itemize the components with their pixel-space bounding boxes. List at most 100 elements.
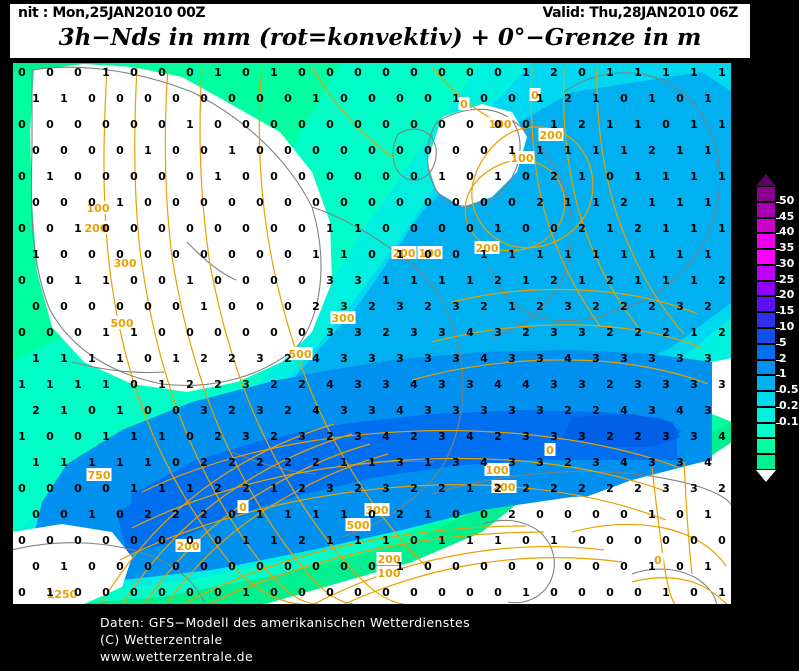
precip-value: 1 <box>60 404 68 417</box>
precip-value: 4 <box>326 378 334 391</box>
precip-value: 2 <box>634 222 642 235</box>
precip-value: 3 <box>578 430 586 443</box>
precip-value: 3 <box>242 378 250 391</box>
precip-value: 0 <box>382 66 390 79</box>
precip-value: 0 <box>214 222 222 235</box>
precip-value: 0 <box>32 144 40 157</box>
precip-value: 0 <box>242 118 250 131</box>
precip-value: 2 <box>256 456 264 469</box>
precip-value: 1 <box>564 144 572 157</box>
precip-value: 1 <box>606 222 614 235</box>
precip-value: 1 <box>634 66 642 79</box>
colorbar-segment <box>756 359 776 376</box>
contour-mid-2 <box>131 457 669 529</box>
precip-value: 0 <box>410 66 418 79</box>
precip-value: 2 <box>480 300 488 313</box>
precip-value: 2 <box>648 144 656 157</box>
precip-value: 1 <box>704 92 712 105</box>
precip-value: 3 <box>592 352 600 365</box>
precip-value: 0 <box>102 482 110 495</box>
precip-value: 1 <box>592 248 600 261</box>
precip-value: 3 <box>326 482 334 495</box>
precip-value: 3 <box>354 430 362 443</box>
colorbar-label: 15 <box>779 304 795 318</box>
precip-value: 1 <box>494 534 502 547</box>
contour-label: 100 <box>87 202 110 215</box>
precip-value: 0 <box>228 560 236 573</box>
precip-value: 2 <box>508 508 516 521</box>
precip-value: 1 <box>116 352 124 365</box>
precip-value: 2 <box>578 222 586 235</box>
precip-value: 3 <box>256 404 264 417</box>
precip-value: 1 <box>102 378 110 391</box>
precip-value: 1 <box>144 144 152 157</box>
precip-value: 0 <box>480 92 488 105</box>
precip-value: 0 <box>284 92 292 105</box>
precip-value: 0 <box>620 560 628 573</box>
precip-value: 1 <box>424 508 432 521</box>
precip-value: 0 <box>186 586 194 599</box>
precip-value: 0 <box>102 170 110 183</box>
precip-value: 1 <box>312 508 320 521</box>
contour-label-bg <box>544 443 556 456</box>
precip-value: 0 <box>480 144 488 157</box>
precip-value: 3 <box>452 300 460 313</box>
contour-label: 100 <box>486 464 509 477</box>
precip-value: 0 <box>634 586 642 599</box>
contour-label: 200 <box>393 247 416 260</box>
precip-value: 3 <box>578 326 586 339</box>
precip-value: 1 <box>466 274 474 287</box>
footer-line-url[interactable]: www.wetterzentrale.de <box>100 649 254 664</box>
colorbar-segment <box>756 438 776 455</box>
colorbar[interactable]: 50 45 40 35 30 25 20 15 10 5 2 1 0.5 0.2 0.1 <box>756 174 799 482</box>
precip-value: 3 <box>452 456 460 469</box>
precip-value: 0 <box>718 534 726 547</box>
precip-value: 0 <box>46 482 54 495</box>
precip-value: 1 <box>284 508 292 521</box>
precip-value: 3 <box>550 430 558 443</box>
contour-east-v2 <box>683 461 693 575</box>
precip-value: 1 <box>382 274 390 287</box>
coast-med-north-africa <box>12 542 205 603</box>
precip-value: 0 <box>60 508 68 521</box>
colorbar-segment <box>756 422 776 439</box>
precip-value: 1 <box>116 196 124 209</box>
precip-value: 0 <box>18 274 26 287</box>
precip-value: 0 <box>46 430 54 443</box>
precip-value: 0 <box>382 170 390 183</box>
precip-value: 0 <box>74 66 82 79</box>
precip-value: 1 <box>60 456 68 469</box>
precip-value: 0 <box>116 560 124 573</box>
contour-north-1 <box>530 66 601 327</box>
precip-band-15b <box>117 416 677 554</box>
precip-value: 2 <box>368 300 376 313</box>
precip-value: 2 <box>536 300 544 313</box>
precip-value: 2 <box>718 482 726 495</box>
precip-value: 3 <box>452 404 460 417</box>
precip-value: 1 <box>606 66 614 79</box>
precip-value: 1 <box>564 196 572 209</box>
map-frame[interactable]: 100 200 300 500 300 500 200 100 200 100 100 200 0 0 75… <box>10 60 734 607</box>
precip-value: 0 <box>18 534 26 547</box>
colorbar-tick <box>776 233 780 235</box>
precip-value: 0 <box>60 196 68 209</box>
precip-value: 2 <box>606 378 614 391</box>
precip-value: 0 <box>172 560 180 573</box>
precip-value: 3 <box>382 482 390 495</box>
precip-value: 0 <box>284 560 292 573</box>
contour-label: 0 <box>239 501 247 514</box>
precip-value: 0 <box>676 508 684 521</box>
precip-value: 0 <box>368 92 376 105</box>
precip-value: 0 <box>256 92 264 105</box>
precip-value: 1 <box>228 144 236 157</box>
precip-value: 0 <box>46 118 54 131</box>
precip-value: 2 <box>494 430 502 443</box>
precip-value: 0 <box>298 274 306 287</box>
colorbar-segment <box>756 406 776 423</box>
contour-e2 <box>431 324 703 349</box>
precip-value: 0 <box>242 170 250 183</box>
precip-value: 0 <box>242 66 250 79</box>
precip-value: 3 <box>718 378 726 391</box>
precip-value: 1 <box>494 170 502 183</box>
